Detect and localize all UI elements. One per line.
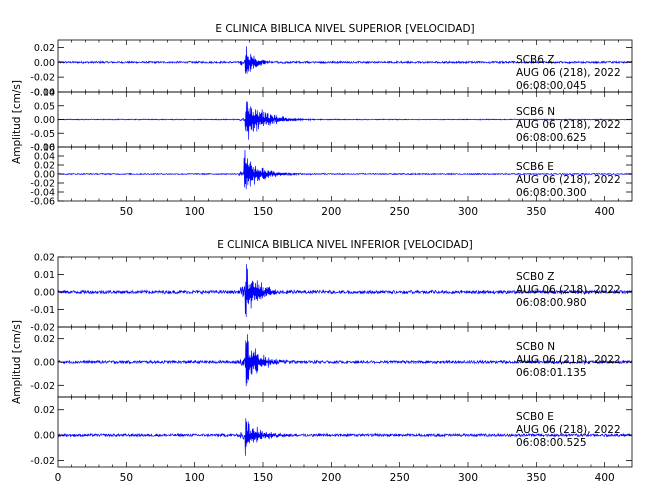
- y-tick-label: -0.05: [30, 129, 55, 140]
- y-tick-label: 0.00: [34, 170, 55, 181]
- station-time: 06:08:01.135: [516, 367, 587, 379]
- station-time: 06:08:00.980: [516, 297, 587, 309]
- y-tick-label: -0.04: [30, 88, 55, 99]
- waveform-trace-scb6-e: [57, 149, 633, 190]
- waveform-trace-scb6-z: [57, 46, 633, 74]
- x-tick-label: 300: [458, 206, 478, 218]
- y-tick-label: 0.02: [34, 334, 55, 345]
- station-time: 06:08:00.300: [516, 187, 587, 199]
- y-axis-label-superior: Amplitud [cm/s]: [11, 80, 23, 164]
- x-tick-label: 250: [390, 206, 410, 218]
- y-tick-label: -0.01: [30, 305, 55, 316]
- x-tick-label: 200: [321, 206, 341, 218]
- x-tick-label: 100: [185, 206, 205, 218]
- y-tick-label: 0.04: [34, 152, 55, 163]
- station-date: AUG 06 (218), 2022: [516, 354, 621, 366]
- y-tick-label: -0.02: [30, 179, 55, 190]
- x-tick-label: 250: [390, 472, 410, 484]
- y-tick-label: 0.06: [34, 143, 55, 154]
- y-tick-label: 0.02: [34, 161, 55, 172]
- y-tick-label: -0.02: [30, 381, 55, 392]
- waveform-trace-scb0-z: [57, 264, 633, 317]
- y-tick-label: 0.02: [34, 253, 55, 264]
- x-tick-label: 400: [595, 472, 615, 484]
- x-tick-label: 300: [458, 472, 478, 484]
- y-tick-label: -0.10: [30, 143, 55, 154]
- x-tick-label: 150: [253, 206, 273, 218]
- y-tick-label: -0.02: [30, 456, 55, 467]
- y-tick-label: 0.00: [34, 115, 55, 126]
- y-tick-label: 0.00: [34, 58, 55, 69]
- station-date: AUG 06 (218), 2022: [516, 119, 621, 131]
- waveform-trace-scb0-e: [57, 418, 633, 456]
- waveform-trace-scb0-n: [57, 334, 633, 387]
- station-label: SCB6 Z: [516, 54, 554, 66]
- station-label: SCB0 E: [516, 411, 554, 423]
- y-tick-label: 0.02: [34, 43, 55, 54]
- station-time: 06:08:00.045: [516, 80, 587, 92]
- y-tick-label: 0.00: [34, 288, 55, 299]
- station-label: SCB6 E: [516, 161, 554, 173]
- y-tick-label: 0.00: [34, 431, 55, 442]
- x-tick-label: 350: [526, 472, 546, 484]
- chart-title-inferior: E CLINICA BIBLICA NIVEL INFERIOR [VELOCI…: [217, 239, 473, 251]
- station-label: SCB6 N: [516, 106, 555, 118]
- y-tick-label: 0.00: [34, 358, 55, 369]
- station-label: SCB0 N: [516, 341, 555, 353]
- y-axis-label-inferior: Amplitud [cm/s]: [11, 320, 23, 404]
- x-tick-label: 200: [321, 472, 341, 484]
- y-tick-label: -0.06: [30, 197, 55, 208]
- chart-title-superior: E CLINICA BIBLICA NIVEL SUPERIOR [VELOCI…: [215, 23, 474, 35]
- station-date: AUG 06 (218), 2022: [516, 174, 621, 186]
- y-tick-label: 0.02: [34, 405, 55, 416]
- station-time: 06:08:00.525: [516, 437, 587, 449]
- x-tick-label: 400: [595, 206, 615, 218]
- x-tick-label: 350: [526, 206, 546, 218]
- y-tick-label: -0.02: [30, 323, 55, 334]
- y-tick-label: -0.04: [30, 188, 55, 199]
- y-tick-label: 0.01: [34, 270, 55, 281]
- station-date: AUG 06 (218), 2022: [516, 67, 621, 79]
- y-tick-label: 0.05: [34, 101, 55, 112]
- y-tick-label: 0.10: [34, 88, 55, 99]
- x-tick-label: 0: [55, 472, 62, 484]
- x-tick-label: 150: [253, 472, 273, 484]
- x-tick-label: 50: [120, 206, 133, 218]
- station-label: SCB0 Z: [516, 271, 554, 283]
- station-date: AUG 06 (218), 2022: [516, 424, 621, 436]
- station-date: AUG 06 (218), 2022: [516, 284, 621, 296]
- x-tick-label: 100: [185, 472, 205, 484]
- y-tick-label: -0.02: [30, 73, 55, 84]
- x-tick-label: 50: [120, 472, 133, 484]
- waveform-trace-scb6-n: [57, 101, 633, 140]
- station-time: 06:08:00.625: [516, 132, 587, 144]
